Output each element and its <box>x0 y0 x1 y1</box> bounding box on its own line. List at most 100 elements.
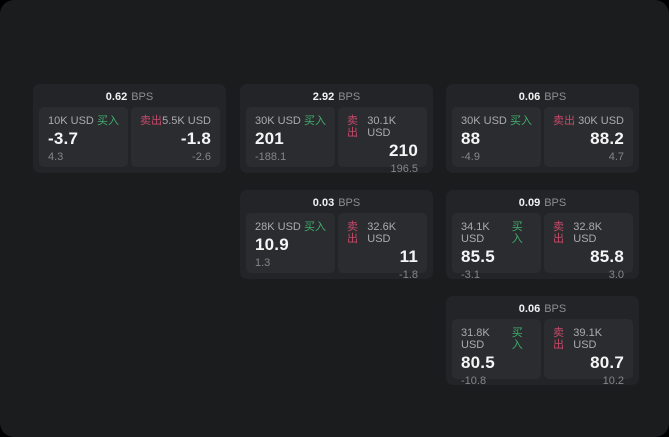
sell-panel[interactable]: 卖出 5.5K USD -1.8 -2.6 <box>131 107 220 167</box>
quote-card: 0.06 BPS 30K USD 买入 88 -4.9 卖出 30K USD 8… <box>446 84 639 173</box>
sell-delta: 3.0 <box>608 269 624 281</box>
bps-value: 0.06 <box>518 302 541 315</box>
sell-side-label: 卖出 <box>553 327 564 351</box>
buy-sell-panels: 31.8K USD 买入 80.5 -10.8 卖出 39.1K USD 80.… <box>452 319 633 387</box>
card-header: 0.03 BPS <box>246 194 427 211</box>
buy-amount: 30K USD <box>461 115 507 127</box>
card-header: 0.06 BPS <box>452 300 633 317</box>
card-header: 0.06 BPS <box>452 88 633 105</box>
bps-value: 0.62 <box>105 90 128 103</box>
sell-amount: 5.5K USD <box>162 115 211 127</box>
sell-panel-header: 卖出 5.5K USD <box>140 115 211 127</box>
bps-value: 0.03 <box>312 196 335 209</box>
buy-side-label: 买入 <box>304 115 326 127</box>
buy-panel[interactable]: 10K USD 买入 -3.7 4.3 <box>39 107 128 167</box>
bps-value: 2.92 <box>312 90 335 103</box>
sell-delta: -2.6 <box>192 151 211 163</box>
buy-price: -3.7 <box>48 129 79 148</box>
sell-delta: -1.8 <box>399 269 418 281</box>
buy-side-label: 买入 <box>511 221 523 245</box>
buy-price: 80.5 <box>461 353 495 372</box>
quote-card: 0.03 BPS 28K USD 买入 10.9 1.3 卖出 32.6K US… <box>240 190 433 281</box>
sell-side-label: 卖出 <box>347 221 358 245</box>
sell-side-label: 卖出 <box>553 115 575 127</box>
sell-amount: 30K USD <box>578 115 624 127</box>
buy-sell-panels: 30K USD 买入 201 -188.1 卖出 30.1K USD 210 1… <box>246 107 427 175</box>
bps-unit-label: BPS <box>544 196 567 209</box>
sell-price: 210 <box>389 141 418 160</box>
sell-amount: 39.1K USD <box>573 327 603 351</box>
sell-delta: 196.5 <box>390 163 418 175</box>
card-header: 2.92 BPS <box>246 88 427 105</box>
buy-panel[interactable]: 30K USD 买入 88 -4.9 <box>452 107 541 167</box>
bps-unit-label: BPS <box>338 196 361 209</box>
buy-sell-panels: 30K USD 买入 88 -4.9 卖出 30K USD 88.2 4.7 <box>452 107 633 167</box>
buy-price: 201 <box>255 129 284 148</box>
buy-panel[interactable]: 28K USD 买入 10.9 1.3 <box>246 213 335 273</box>
buy-panel-header: 10K USD 买入 <box>48 115 119 127</box>
sell-delta: 4.7 <box>608 151 624 163</box>
buy-amount: 31.8K USD <box>461 327 490 351</box>
sell-panel[interactable]: 卖出 32.6K USD 11 -1.8 <box>338 213 427 281</box>
buy-side-label: 买入 <box>511 327 523 351</box>
buy-delta: -3.1 <box>461 269 480 281</box>
sell-panel-header: 卖出 39.1K USD <box>553 327 624 351</box>
buy-panel-header: 30K USD 买入 <box>461 115 532 127</box>
bps-value: 0.06 <box>518 90 541 103</box>
sell-amount: 30.1K USD <box>367 115 397 139</box>
sell-panel[interactable]: 卖出 30.1K USD 210 196.5 <box>338 107 427 175</box>
buy-panel-header: 31.8K USD 买入 <box>461 327 532 351</box>
buy-amount: 34.1K USD <box>461 221 490 245</box>
bps-unit-label: BPS <box>131 90 154 103</box>
sell-panel[interactable]: 卖出 39.1K USD 80.7 10.2 <box>544 319 633 387</box>
sell-panel-header: 卖出 30K USD <box>553 115 624 127</box>
buy-side-label: 买入 <box>97 115 119 127</box>
buy-price: 88 <box>461 129 481 148</box>
sell-side-label: 卖出 <box>140 115 162 127</box>
sell-panel[interactable]: 卖出 30K USD 88.2 4.7 <box>544 107 633 167</box>
buy-amount: 28K USD <box>255 221 301 233</box>
bps-unit-label: BPS <box>544 302 567 315</box>
sell-price: 80.7 <box>590 353 624 372</box>
sell-price: 11 <box>399 247 418 266</box>
sell-panel[interactable]: 卖出 32.8K USD 85.8 3.0 <box>544 213 633 281</box>
buy-sell-panels: 10K USD 买入 -3.7 4.3 卖出 5.5K USD -1.8 -2.… <box>39 107 220 167</box>
card-header: 0.09 BPS <box>452 194 633 211</box>
buy-panel-header: 28K USD 买入 <box>255 221 326 233</box>
buy-side-label: 买入 <box>304 221 326 233</box>
sell-side-label: 卖出 <box>347 115 358 139</box>
sell-panel-header: 卖出 30.1K USD <box>347 115 418 139</box>
buy-delta: -4.9 <box>461 151 480 163</box>
buy-panel[interactable]: 30K USD 买入 201 -188.1 <box>246 107 335 167</box>
buy-sell-panels: 34.1K USD 买入 85.5 -3.1 卖出 32.8K USD 85.8… <box>452 213 633 281</box>
buy-amount: 10K USD <box>48 115 94 127</box>
buy-delta: 1.3 <box>255 257 271 269</box>
buy-panel[interactable]: 31.8K USD 买入 80.5 -10.8 <box>452 319 541 387</box>
sell-panel-header: 卖出 32.8K USD <box>553 221 624 245</box>
card-header: 0.62 BPS <box>39 88 220 105</box>
quote-card: 0.09 BPS 34.1K USD 买入 85.5 -3.1 卖出 32.8K… <box>446 190 639 281</box>
buy-price: 10.9 <box>255 235 289 254</box>
sell-price: 88.2 <box>590 129 624 148</box>
buy-price: 85.5 <box>461 247 495 266</box>
bps-unit-label: BPS <box>544 90 567 103</box>
quote-card: 0.62 BPS 10K USD 买入 -3.7 4.3 卖出 5.5K USD… <box>33 84 226 173</box>
bps-value: 0.09 <box>518 196 541 209</box>
buy-panel-header: 34.1K USD 买入 <box>461 221 532 245</box>
quote-card: 2.92 BPS 30K USD 买入 201 -188.1 卖出 30.1K … <box>240 84 433 175</box>
quote-card: 0.06 BPS 31.8K USD 买入 80.5 -10.8 卖出 39.1… <box>446 296 639 387</box>
bps-unit-label: BPS <box>338 90 361 103</box>
buy-side-label: 买入 <box>510 115 532 127</box>
buy-sell-panels: 28K USD 买入 10.9 1.3 卖出 32.6K USD 11 -1.8 <box>246 213 427 281</box>
buy-amount: 30K USD <box>255 115 301 127</box>
sell-delta: 10.2 <box>602 375 624 387</box>
buy-delta: -10.8 <box>461 375 487 387</box>
sell-amount: 32.8K USD <box>573 221 603 245</box>
buy-panel[interactable]: 34.1K USD 买入 85.5 -3.1 <box>452 213 541 281</box>
sell-price: -1.8 <box>180 129 211 148</box>
sell-amount: 32.6K USD <box>367 221 397 245</box>
sell-price: 85.8 <box>590 247 624 266</box>
buy-delta: -188.1 <box>255 151 287 163</box>
sell-side-label: 卖出 <box>553 221 564 245</box>
